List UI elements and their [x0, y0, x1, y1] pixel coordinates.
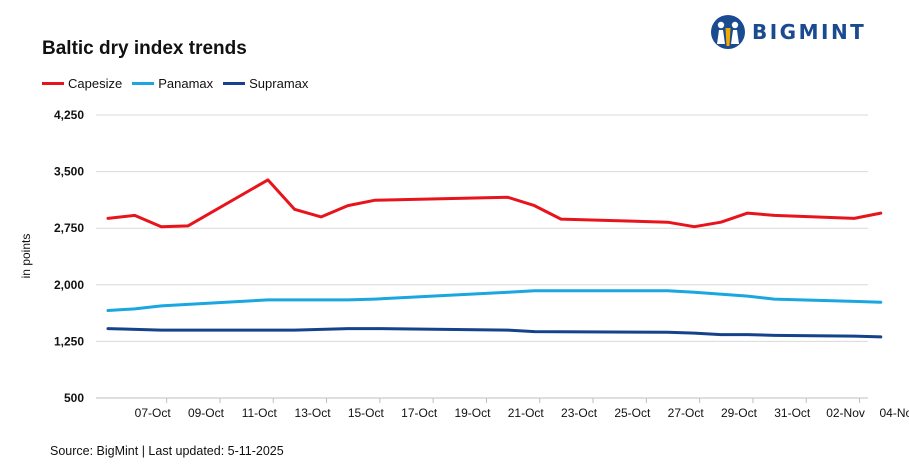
x-tick-label: 15-Oct — [348, 406, 385, 420]
x-tick-label: 31-Oct — [774, 406, 811, 420]
x-tick-label: 04-Nov — [880, 406, 909, 420]
x-tick-label: 07-Oct — [135, 406, 172, 420]
y-tick-label: 2,750 — [54, 221, 84, 235]
legend-swatch-panamax — [132, 82, 155, 85]
x-tick-label: 19-Oct — [454, 406, 491, 420]
series-line-panamax — [106, 289, 883, 312]
x-tick-label: 21-Oct — [508, 406, 545, 420]
brand-logo: BIGMINT — [710, 14, 866, 50]
bigmint-logo-icon — [711, 15, 745, 49]
y-tick-label: 4,250 — [54, 108, 84, 122]
x-tick-label: 25-Oct — [614, 406, 651, 420]
legend-item-panamax: Panamax — [132, 76, 213, 91]
series-line-supramax — [106, 327, 883, 339]
legend-item-capesize: Capesize — [42, 76, 122, 91]
chart-title: Baltic dry index trends — [42, 38, 247, 59]
y-tick-label: 1,250 — [54, 334, 84, 348]
legend-swatch-supramax — [223, 82, 246, 85]
legend-label-supramax: Supramax — [249, 76, 309, 91]
x-tick-label: 27-Oct — [668, 406, 705, 420]
y-tick-label: 2,000 — [54, 278, 84, 292]
y-tick-label: 3,500 — [54, 165, 84, 179]
x-tick-label: 02-Nov — [826, 406, 865, 420]
x-tick-label: 29-Oct — [721, 406, 758, 420]
x-tick-label: 09-Oct — [188, 406, 225, 420]
source-note: Source: BigMint | Last updated: 5-11-202… — [50, 444, 284, 458]
y-tick-label: 500 — [64, 391, 84, 405]
legend-swatch-capesize — [42, 82, 64, 85]
legend-label-capesize: Capesize — [68, 76, 123, 91]
brand-name: BIGMINT — [752, 20, 867, 44]
x-tick-label: 23-Oct — [561, 406, 598, 420]
legend-item-supramax: Supramax — [223, 76, 308, 91]
series-line-capesize — [106, 178, 883, 229]
chart-legend: Capesize Panamax Supramax — [42, 76, 318, 91]
legend-label-panamax: Panamax — [158, 76, 214, 91]
x-tick-label: 11-Oct — [242, 406, 278, 420]
y-axis-label: in points — [19, 234, 33, 279]
x-tick-label: 13-Oct — [295, 406, 332, 420]
x-tick-label: 17-Oct — [401, 406, 438, 420]
